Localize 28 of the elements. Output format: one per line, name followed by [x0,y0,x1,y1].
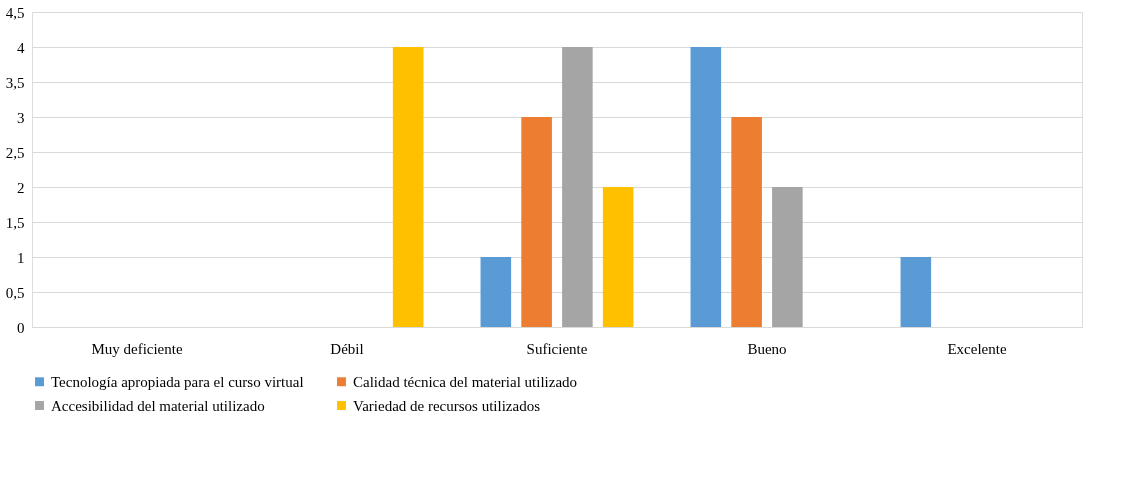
bar [521,117,552,327]
legend-label: Variedad de recursos utilizados [353,397,541,414]
y-tick-label: 3,5 [5,74,25,91]
legend-label: Calidad técnica del material utilizado [353,373,578,390]
y-tick-label: 4,5 [5,4,25,21]
bar [562,47,593,327]
x-tick-label: Suficiente [526,340,588,357]
bar [602,187,634,327]
x-tick-label: Excelente [947,340,1007,357]
bar [392,47,424,327]
y-tick-label: 4 [17,39,25,56]
y-tick-label: 2,5 [5,144,25,161]
y-tick-label: 1,5 [5,214,25,231]
x-tick-label: Muy deficiente [91,340,183,357]
bar [690,47,722,327]
y-tick-label: 0,5 [5,284,25,301]
bar [900,257,932,327]
legend-label: Tecnología apropiada para el curso virtual [51,373,304,390]
y-tick-label: 0 [17,319,25,336]
bar [480,257,512,327]
y-tick-label: 2 [17,179,25,196]
y-tick-label: 1 [17,249,25,266]
y-tick-label: 3 [17,109,25,126]
bar [772,187,803,327]
x-tick-label: Bueno [747,340,787,357]
x-tick-label: Débil [330,340,364,357]
bar [731,117,762,327]
legend-label: Accesibilidad del material utilizado [51,397,265,414]
